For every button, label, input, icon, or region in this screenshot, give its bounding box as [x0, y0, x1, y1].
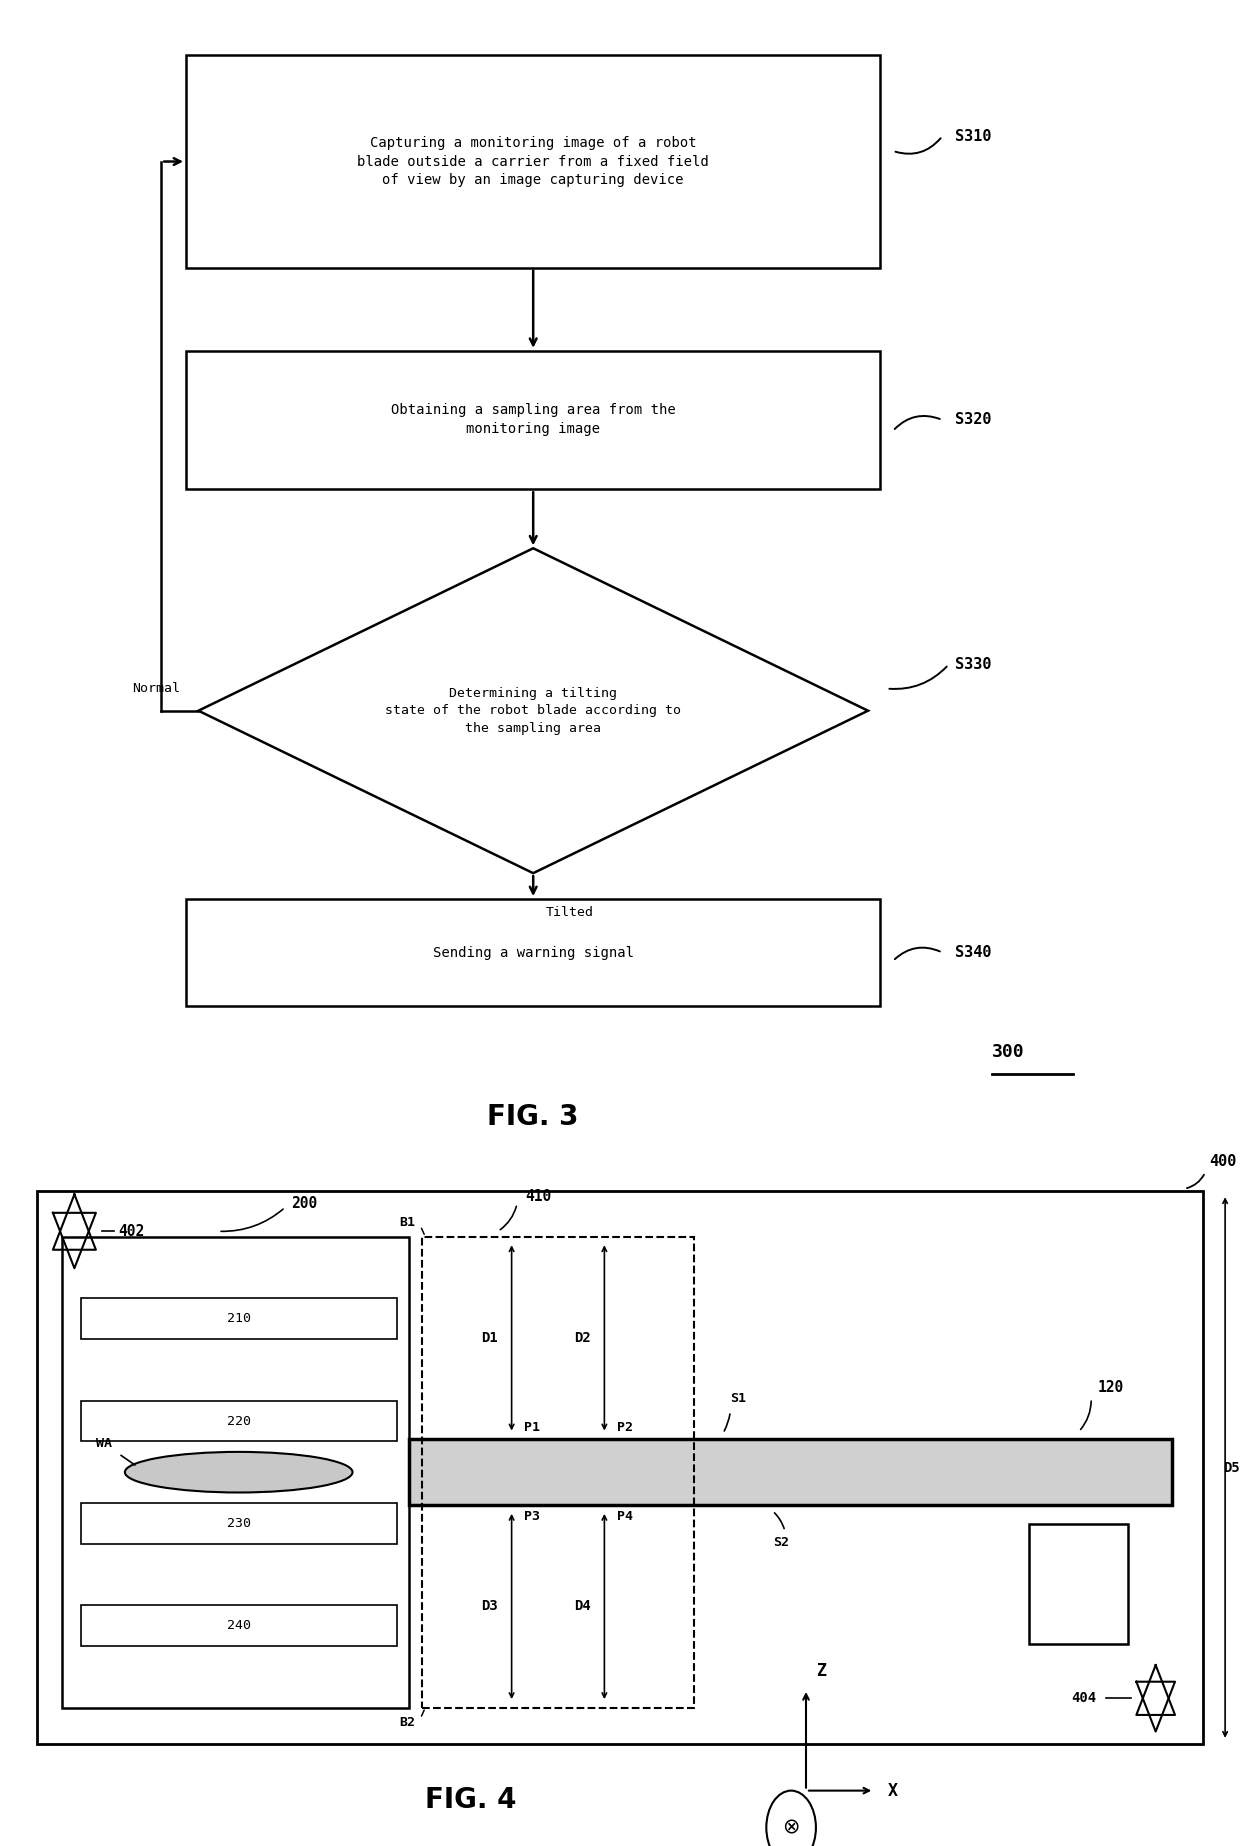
Bar	[81, 1503, 397, 1543]
Text: P1: P1	[525, 1421, 541, 1434]
Text: 410: 410	[526, 1189, 552, 1204]
Text: FIG. 4: FIG. 4	[425, 1785, 517, 1815]
Bar	[81, 1298, 397, 1338]
Bar	[422, 1237, 694, 1708]
Text: Capturing a monitoring image of a robot
blade outside a carrier from a fixed fie: Capturing a monitoring image of a robot …	[357, 135, 709, 188]
Text: D1: D1	[481, 1331, 497, 1346]
Bar	[186, 351, 880, 489]
Bar	[81, 1401, 397, 1442]
Text: 120: 120	[1097, 1379, 1123, 1396]
Text: 402: 402	[118, 1224, 144, 1239]
Text: Obtaining a sampling area from the
monitoring image: Obtaining a sampling area from the monit…	[391, 404, 676, 436]
Text: FIG. 3: FIG. 3	[487, 1102, 579, 1132]
Text: 404: 404	[1071, 1691, 1096, 1706]
Text: WA: WA	[97, 1436, 113, 1451]
Text: S1: S1	[730, 1392, 745, 1405]
Text: Determining a tilting
state of the robot blade according to
the sampling area: Determining a tilting state of the robot…	[386, 687, 681, 735]
Text: S330: S330	[955, 657, 991, 672]
Text: 240: 240	[227, 1619, 250, 1632]
Text: Normal: Normal	[131, 681, 180, 696]
Text: D4: D4	[574, 1599, 590, 1613]
Text: X: X	[888, 1781, 898, 1800]
Text: S320: S320	[955, 412, 991, 428]
Text: B1: B1	[399, 1215, 415, 1229]
Text: 210: 210	[227, 1313, 250, 1325]
Text: Tilted: Tilted	[546, 906, 594, 919]
Text: B2: B2	[399, 1715, 415, 1730]
Ellipse shape	[125, 1451, 352, 1492]
Text: Sending a warning signal: Sending a warning signal	[433, 945, 634, 960]
Text: P2: P2	[616, 1421, 632, 1434]
Bar	[37, 1191, 1203, 1744]
Text: D2: D2	[574, 1331, 590, 1346]
Text: 400: 400	[1209, 1154, 1236, 1169]
Text: S340: S340	[955, 945, 991, 960]
Text: P4: P4	[616, 1510, 632, 1523]
Text: ⊗: ⊗	[782, 1818, 800, 1837]
Text: S2: S2	[774, 1536, 789, 1549]
Bar	[62, 1237, 409, 1708]
Text: 200: 200	[291, 1196, 317, 1211]
Bar	[186, 899, 880, 1006]
Text: S310: S310	[955, 129, 991, 144]
Text: D3: D3	[481, 1599, 497, 1613]
Text: 220: 220	[227, 1414, 250, 1427]
Polygon shape	[198, 548, 868, 873]
Text: 300: 300	[992, 1043, 1024, 1061]
Text: D5: D5	[1223, 1460, 1240, 1475]
Bar	[409, 1440, 1172, 1506]
Text: 230: 230	[227, 1517, 250, 1530]
Bar	[1029, 1525, 1128, 1643]
Bar	[81, 1606, 397, 1647]
Text: Z: Z	[816, 1661, 826, 1680]
Text: P3: P3	[525, 1510, 541, 1523]
Bar	[186, 55, 880, 268]
